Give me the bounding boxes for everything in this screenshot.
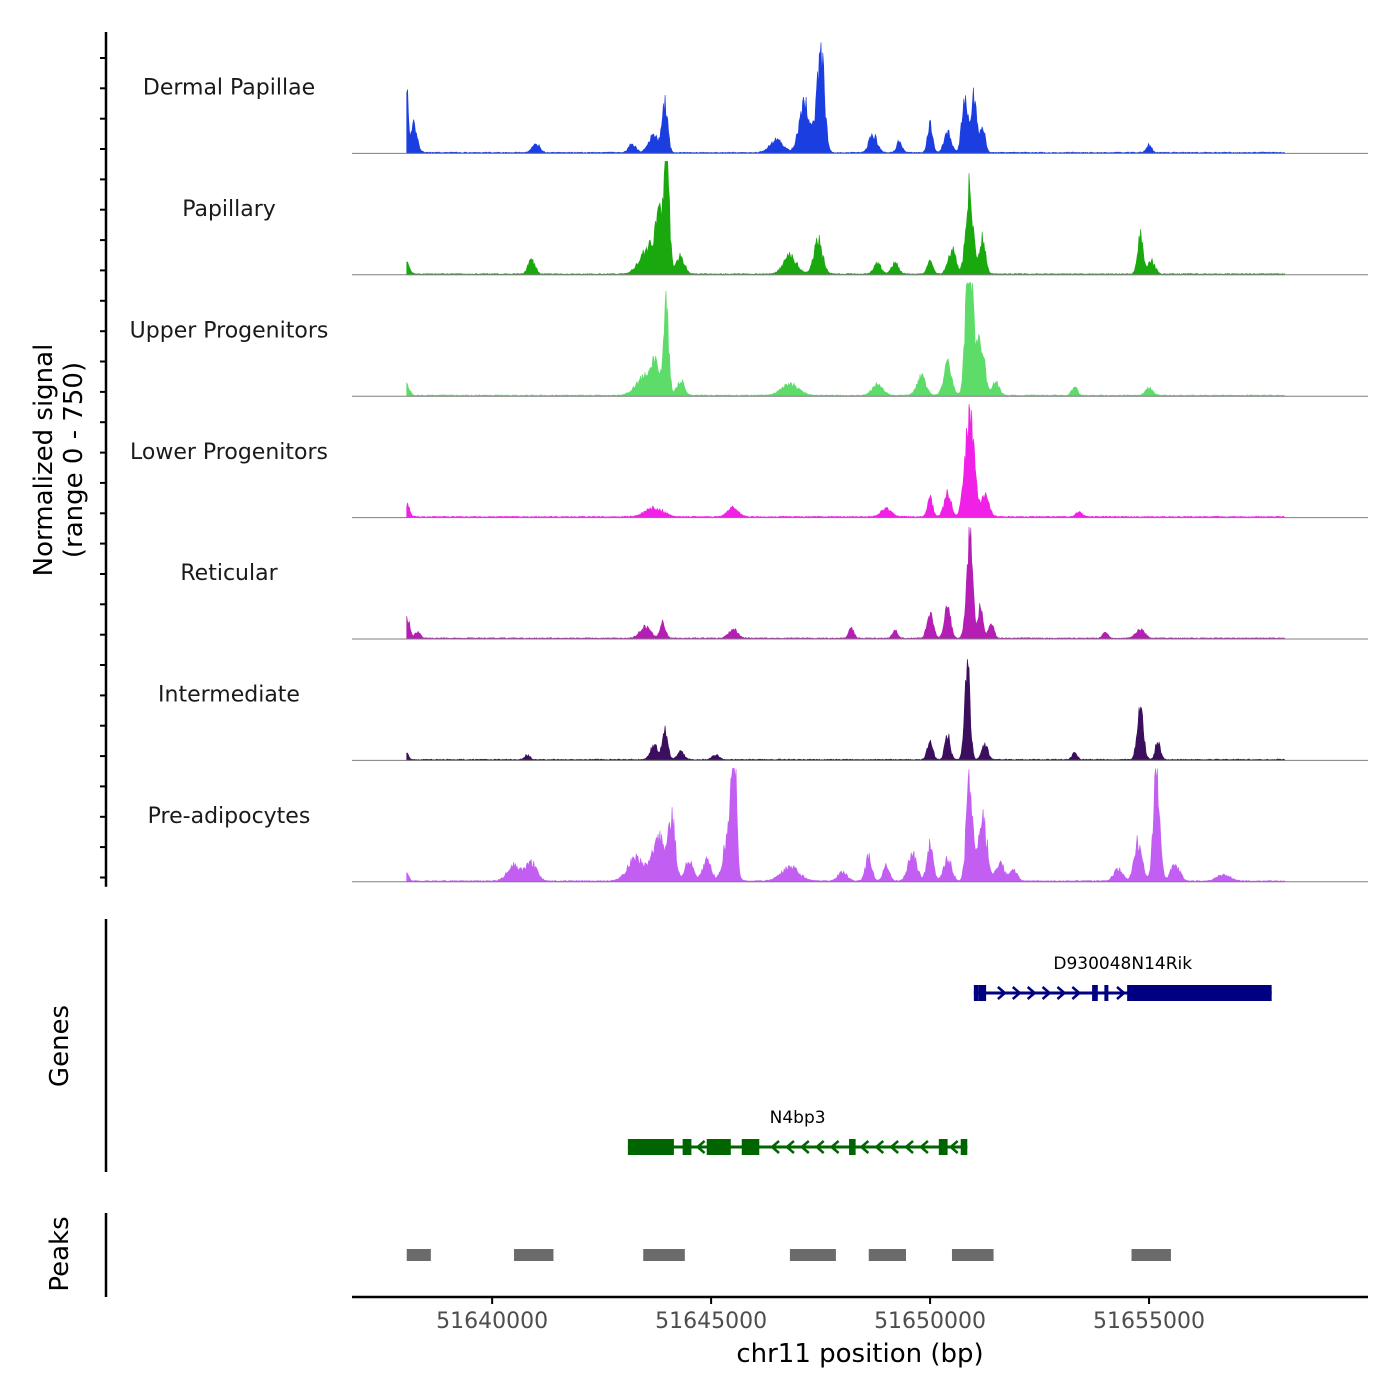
strand-chevron [874, 1140, 885, 1154]
track-pre-adipocytes: Pre-adipocytes [148, 768, 1368, 883]
coverage-area [406, 161, 1286, 276]
peak-region [789, 1249, 836, 1261]
strand-chevron [859, 1140, 870, 1154]
x-axis: chr11 position (bp) 51640000 51645000 5165… [352, 1295, 1368, 1369]
track-label: Pre-adipocytes [148, 804, 311, 829]
gene-d930048n14rik: D930048N14Rik [973, 954, 1272, 1001]
peak-region [868, 1249, 906, 1261]
peak-region [951, 1249, 994, 1261]
peaks-track: Peaks [45, 1213, 1171, 1297]
track-label: Intermediate [158, 683, 300, 708]
y-axis-title-line2: (range 0 - 750) [59, 362, 89, 558]
strand-chevron [1071, 986, 1082, 1000]
gene-exon [627, 1139, 674, 1155]
coverage-area [406, 526, 1286, 640]
strand-chevron [904, 1140, 914, 1154]
y-axis: Normalized signal (range 0 - 750) [29, 32, 108, 887]
track-label: Upper Progenitors [130, 318, 329, 343]
track-lower-progenitors: Lower Progenitors [130, 404, 1368, 519]
gene-exon [706, 1139, 731, 1155]
gene-exon [1104, 985, 1109, 1001]
strand-chevron [814, 1140, 825, 1154]
strand-chevron [1056, 986, 1067, 1000]
track-dermal-papillae: Dermal Papillae [143, 42, 1368, 154]
track-label: Lower Progenitors [130, 440, 328, 465]
strand-chevron [829, 1140, 840, 1154]
coverage-area [406, 768, 1286, 883]
peaks-title: Peaks [45, 1216, 75, 1291]
strand-chevron [948, 1140, 959, 1154]
x-tick-label: 51655000 [1093, 1309, 1205, 1334]
strand-chevron [1026, 986, 1037, 1000]
gene-n4bp3: N4bp3 [627, 1108, 968, 1155]
x-tick-label: 51640000 [436, 1309, 548, 1334]
gene-exon [1092, 985, 1098, 1001]
gene-exon [938, 1139, 948, 1155]
track-label: Reticular [180, 561, 278, 586]
strand-chevron [695, 1140, 706, 1154]
genes-track: Genes D930048N14Rik N4bp3 [45, 919, 1272, 1172]
coverage-area [406, 281, 1286, 397]
track-upper-progenitors: Upper Progenitors [130, 281, 1368, 397]
strand-chevron [799, 1140, 810, 1154]
strand-chevron [889, 1140, 899, 1154]
gene-exon [978, 985, 987, 1001]
gene-label: N4bp3 [770, 1108, 826, 1128]
track-reticular: Reticular [180, 526, 1368, 640]
gene-label: D930048N14Rik [1053, 954, 1192, 974]
y-axis-title-line1: Normalized signal [29, 344, 59, 577]
gene-exon [1127, 985, 1272, 1001]
gene-exon [960, 1139, 968, 1155]
peak-region [643, 1249, 685, 1261]
track-label: Dermal Papillae [143, 76, 315, 101]
coverage-area [406, 658, 1286, 761]
gene-exon [973, 985, 979, 1001]
strand-chevron [997, 986, 1007, 1000]
peak-region [1131, 1249, 1171, 1261]
strand-chevron [770, 1140, 780, 1154]
coverage-tracks: Dermal Papillae Papillary Upper Progenitor… [130, 42, 1368, 883]
coverage-area [406, 404, 1286, 518]
gene-exon [741, 1139, 760, 1155]
track-papillary: Papillary [182, 161, 1368, 276]
strand-chevron [1116, 986, 1126, 1000]
x-tick-label: 51650000 [874, 1309, 986, 1334]
peak-region [514, 1249, 554, 1261]
track-intermediate: Intermediate [158, 658, 1368, 761]
track-label: Papillary [182, 197, 276, 222]
strand-chevron [785, 1140, 795, 1154]
coverage-area [406, 42, 1286, 154]
x-axis-title: chr11 position (bp) [736, 1339, 983, 1369]
peak-region [406, 1249, 431, 1261]
gene-exon [849, 1139, 856, 1155]
strand-chevron [1041, 986, 1052, 1000]
strand-chevron [919, 1140, 929, 1154]
gene-exon [682, 1139, 692, 1155]
genes-title: Genes [45, 1005, 75, 1087]
x-tick-label: 51645000 [655, 1309, 767, 1334]
strand-chevron [1011, 986, 1022, 1000]
